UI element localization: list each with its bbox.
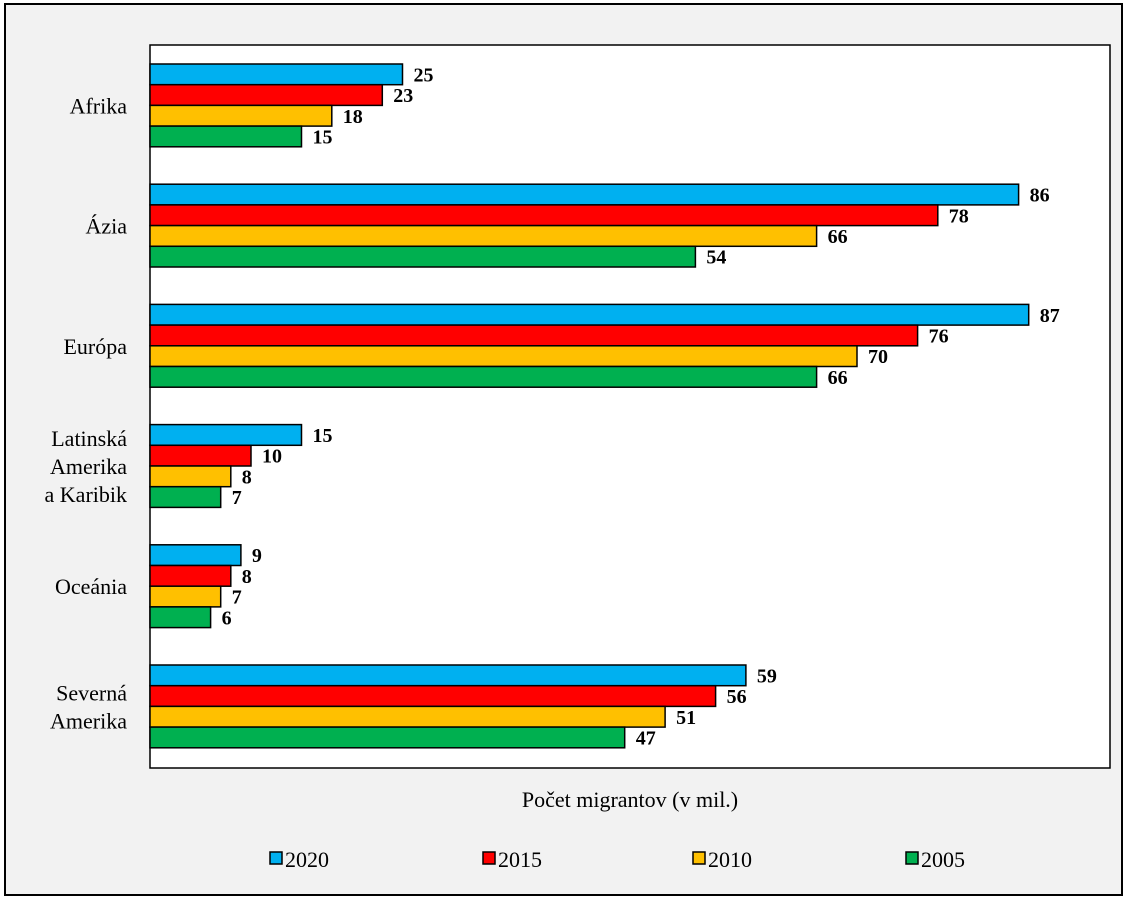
bar-severna-amerika-2015 (149, 684, 717, 708)
data-label-azia-2005: 54 (706, 247, 726, 269)
bar-latinska-amerika-a-karibik-2005 (149, 485, 222, 509)
category-label-latinska-amerika-a-karibik: Latinská Amerika a Karibik (45, 426, 128, 507)
legend-swatch-2015 (482, 851, 496, 865)
data-label-europa-2005: 66 (828, 367, 848, 389)
bar-azia-2020 (149, 183, 1020, 206)
data-label-latinska-amerika-a-karibik-2005: 7 (232, 487, 242, 509)
legend-label-2005: 2005 (921, 847, 965, 872)
bar-azia-2015 (149, 204, 939, 227)
legend-swatch-2010 (692, 851, 706, 865)
bar-afrika-2005 (149, 125, 303, 148)
bar-latinska-amerika-a-karibik-2015 (149, 444, 252, 467)
data-label-azia-2010: 66 (828, 226, 848, 248)
category-label-europa: Európa (63, 334, 127, 359)
legend-label-2015: 2015 (498, 847, 542, 872)
category-label-severna-amerika: Severná Amerika (50, 680, 127, 733)
bar-severna-amerika-2005 (149, 726, 626, 749)
legend-item-2005: 2005 (905, 847, 965, 872)
data-label-afrika-2010: 18 (343, 106, 363, 128)
bar-latinska-amerika-a-karibik-2010 (149, 465, 232, 488)
bar-oceania-2015 (149, 564, 232, 587)
data-label-latinska-amerika-a-karibik-2020: 15 (313, 425, 333, 447)
bar-azia-2010 (149, 224, 818, 248)
data-label-oceania-2015: 8 (242, 566, 252, 588)
data-label-severna-amerika-2010: 51 (676, 707, 696, 729)
bar-severna-amerika-2010 (149, 705, 666, 728)
legend-swatch-2020 (269, 851, 283, 865)
bar-afrika-2020 (149, 63, 404, 86)
data-label-latinska-amerika-a-karibik-2010: 8 (242, 466, 252, 488)
category-label-afrika: Afrika (70, 93, 128, 118)
bar-oceania-2010 (149, 585, 222, 608)
bar-europa-2015 (149, 324, 919, 347)
bar-oceania-2020 (149, 544, 242, 567)
legend-label-2020: 2020 (285, 847, 329, 872)
data-label-azia-2015: 78 (949, 205, 969, 227)
category-label-oceania: Oceánia (55, 574, 127, 599)
data-label-oceania-2005: 6 (222, 607, 232, 629)
bar-severna-amerika-2020 (149, 664, 747, 687)
data-label-severna-amerika-2005: 47 (636, 727, 656, 749)
data-label-europa-2010: 70 (868, 346, 888, 368)
data-label-afrika-2020: 25 (414, 64, 434, 86)
legend-item-2020: 2020 (269, 847, 329, 872)
bar-afrika-2015 (149, 83, 384, 107)
bar-afrika-2010 (149, 104, 333, 127)
data-label-severna-amerika-2020: 59 (757, 665, 777, 687)
bar-azia-2005 (149, 245, 697, 268)
bar-europa-2020 (149, 303, 1030, 326)
category-label-azia: Ázia (85, 214, 127, 239)
legend-item-2015: 2015 (482, 847, 542, 872)
bar-europa-2005 (149, 365, 818, 388)
data-label-latinska-amerika-a-karibik-2015: 10 (262, 446, 282, 468)
bar-europa-2010 (149, 345, 858, 368)
legend-item-2010: 2010 (692, 847, 752, 872)
data-label-afrika-2015: 23 (393, 85, 413, 107)
plot-area (149, 44, 1111, 769)
legend-swatch-2005 (905, 851, 919, 865)
legend-label-2010: 2010 (708, 847, 752, 872)
data-label-oceania-2020: 9 (252, 545, 262, 567)
data-label-azia-2020: 86 (1030, 185, 1050, 207)
data-label-europa-2015: 76 (929, 325, 949, 347)
data-label-severna-amerika-2015: 56 (727, 686, 747, 708)
data-label-europa-2020: 87 (1040, 305, 1060, 327)
x-axis-title: Počet migrantov (v mil.) (522, 787, 738, 812)
bar-oceania-2005 (149, 606, 212, 629)
data-label-oceania-2010: 7 (232, 587, 242, 609)
data-label-afrika-2005: 15 (313, 126, 333, 148)
bar-latinska-amerika-a-karibik-2020 (149, 423, 303, 447)
